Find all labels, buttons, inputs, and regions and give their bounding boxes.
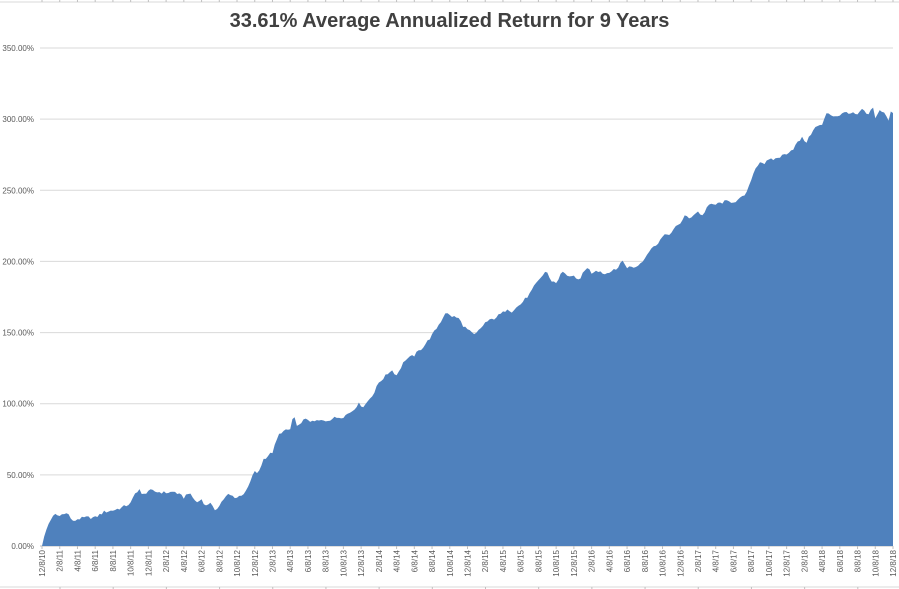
x-axis-label: 4/8/11 xyxy=(73,549,82,571)
x-axis-label: 10/8/18 xyxy=(871,549,880,576)
x-axis-label: 2/8/13 xyxy=(268,549,277,572)
x-axis-label: 10/8/13 xyxy=(339,549,348,576)
y-axis-label: 200.00% xyxy=(2,257,34,266)
y-axis-label: 250.00% xyxy=(2,186,34,195)
chart-title: 33.61% Average Annualized Return for 9 Y… xyxy=(229,10,670,32)
x-axis-label: 6/8/15 xyxy=(517,549,526,572)
x-axis-label: 2/8/15 xyxy=(481,549,490,572)
x-axis-label: 4/8/18 xyxy=(818,549,827,572)
x-axis-label: 8/8/13 xyxy=(322,549,331,572)
y-axis-label: 100.00% xyxy=(2,400,34,409)
x-axis-label: 6/8/16 xyxy=(623,549,632,572)
x-axis-label: 12/8/13 xyxy=(357,549,366,576)
y-axis-label: 300.00% xyxy=(2,115,34,124)
return-area-series xyxy=(42,107,893,546)
x-axis-label: 6/8/14 xyxy=(410,549,419,572)
x-axis-label: 6/8/17 xyxy=(729,549,738,572)
x-axis-label: 8/8/16 xyxy=(641,549,650,572)
x-axis-label: 2/8/17 xyxy=(694,549,703,572)
x-axis-label: 6/8/18 xyxy=(836,549,845,572)
x-axis-label: 2/8/14 xyxy=(375,549,384,572)
x-axis-label: 6/8/13 xyxy=(304,549,313,572)
x-axis-label: 2/8/12 xyxy=(162,549,171,572)
x-axis-label: 8/8/17 xyxy=(747,549,756,572)
x-axis-label: 4/8/16 xyxy=(605,549,614,572)
x-axis-label: 4/8/13 xyxy=(286,549,295,572)
x-axis-label: 8/8/15 xyxy=(534,549,543,572)
x-axis-label: 8/8/18 xyxy=(854,549,863,572)
x-axis-label: 12/8/16 xyxy=(676,549,685,576)
x-axis-label: 12/8/18 xyxy=(889,549,898,576)
y-axis-label: 50.00% xyxy=(7,471,34,480)
x-axis-label: 12/8/17 xyxy=(783,549,792,576)
x-axis-label: 2/8/16 xyxy=(588,549,597,572)
x-axis-label: 6/8/12 xyxy=(198,549,207,572)
x-axis-label: 4/8/15 xyxy=(499,549,508,572)
x-axis-label: 12/8/10 xyxy=(38,549,47,576)
x-axis-label: 12/8/14 xyxy=(464,549,473,576)
x-axis-label: 4/8/14 xyxy=(393,549,402,572)
y-axis-label: 350.00% xyxy=(2,44,34,53)
x-axis-label: 2/8/18 xyxy=(800,549,809,572)
x-axis-label: 12/8/12 xyxy=(251,549,260,576)
x-axis-label: 4/8/12 xyxy=(180,549,189,572)
x-axis-label: 12/8/11 xyxy=(144,549,153,576)
x-axis-label: 8/8/12 xyxy=(215,549,224,572)
x-axis-label: 10/8/15 xyxy=(552,549,561,576)
y-axis-label: 150.00% xyxy=(2,329,34,338)
x-axis-label: 8/8/11 xyxy=(109,549,118,571)
x-axis-label: 12/8/15 xyxy=(570,549,579,576)
x-axis-label: 6/8/11 xyxy=(91,549,100,571)
x-axis-label: 10/8/17 xyxy=(765,549,774,576)
x-axis-label: 10/8/11 xyxy=(127,549,136,576)
x-axis-label: 2/8/11 xyxy=(56,549,65,571)
x-axis-label: 8/8/14 xyxy=(428,549,437,572)
x-axis-label: 10/8/12 xyxy=(233,549,242,576)
y-axis-label: 0.00% xyxy=(11,542,34,551)
x-axis-label: 4/8/17 xyxy=(712,549,721,572)
x-axis-label: 10/8/16 xyxy=(659,549,668,576)
x-axis-label: 10/8/14 xyxy=(446,549,455,576)
